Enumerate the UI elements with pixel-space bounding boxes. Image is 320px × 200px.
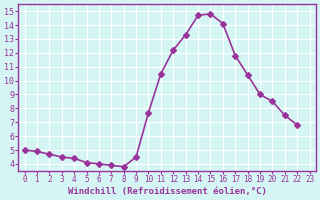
X-axis label: Windchill (Refroidissement éolien,°C): Windchill (Refroidissement éolien,°C) — [68, 187, 267, 196]
